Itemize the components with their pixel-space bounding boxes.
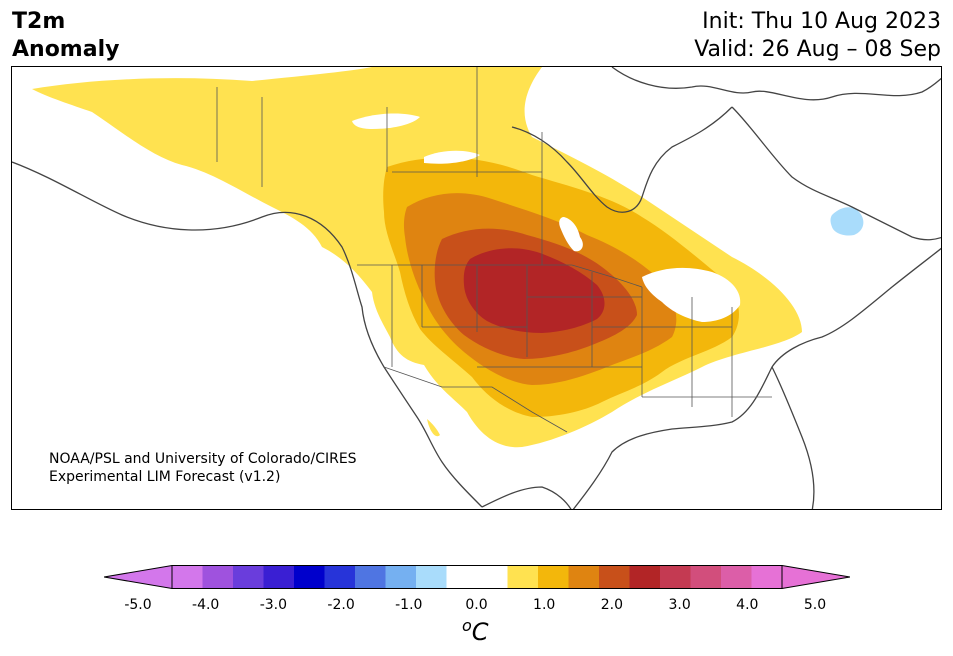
gulf-coastline — [572, 247, 941, 509]
lake-patch-north — [424, 150, 480, 164]
map-title: T2m Anomaly — [12, 8, 119, 64]
colorbar-cell — [721, 565, 752, 589]
colorbar-tick-label: 3.0 — [668, 597, 691, 613]
political-borders — [216, 67, 772, 433]
colorbar-tick-label: -5.0 — [124, 597, 152, 613]
great-lakes-patch — [642, 267, 741, 322]
forecast-dates: Init: Thu 10 Aug 2023 Valid: 26 Aug – 08… — [694, 8, 941, 64]
colorbar-tick-label: 1.0 — [533, 597, 556, 613]
colorbar-outline — [171, 565, 783, 589]
mexico-coast — [481, 486, 572, 509]
init-date: Init: Thu 10 Aug 2023 — [702, 9, 941, 34]
labrador-coast — [731, 106, 941, 241]
colorbar-tick-label: -2.0 — [327, 597, 355, 613]
unit-letter: C — [471, 618, 489, 646]
province-borders — [216, 67, 543, 265]
colorbar-cell — [263, 565, 295, 589]
colorbar-cell — [507, 565, 539, 589]
anomaly-contour-0-5-coast — [427, 419, 440, 437]
unshaded-patches — [352, 113, 741, 322]
colorbar-tick-label: 4.0 — [736, 597, 759, 613]
colorbar-cell — [324, 565, 356, 589]
colorbar-cell — [660, 565, 691, 589]
coastlines — [12, 67, 941, 509]
colorbar-tick-label: 0.0 — [465, 597, 488, 613]
title-variable: T2m — [12, 9, 66, 34]
arctic-islands — [611, 67, 941, 101]
colorbar-cell — [385, 565, 417, 589]
colorbar-cell — [690, 565, 722, 589]
colorbar-tick-label: -1.0 — [395, 597, 423, 613]
colorbar-extend-low — [104, 565, 173, 589]
colorbar-cell — [568, 565, 600, 589]
colorbar-ticks: -5.0 -4.0 -3.0 -2.0 -1.0 0.0 1.0 2.0 3.0 4.0 5.0 — [0, 597, 953, 617]
title-anomaly: Anomaly — [12, 37, 120, 62]
colorbar-cell — [355, 565, 386, 589]
attribution: NOAA/PSL and University of Colorado/CIRE… — [49, 450, 357, 486]
west-coastline — [12, 161, 483, 508]
cool-anomaly-patch — [830, 207, 864, 236]
colorbar-cell — [294, 565, 325, 589]
colorbar-cell — [599, 565, 630, 589]
attribution-line-1: NOAA/PSL and University of Colorado/CIRE… — [49, 451, 357, 467]
anomaly-contour-2-5 — [463, 248, 605, 333]
colorbar-cell — [538, 565, 569, 589]
florida-coast — [771, 366, 815, 509]
colorbar-cell — [751, 565, 783, 589]
great-slave-lake-patch — [352, 113, 420, 129]
state-borders — [391, 265, 772, 417]
attribution-line-2: Experimental LIM Forecast (v1.2) — [49, 469, 281, 485]
colorbar-extend-high — [781, 565, 850, 589]
colorbar-cell — [629, 565, 661, 589]
colorbar-unit: oC — [462, 616, 489, 646]
map-panel: NOAA/PSL and University of Colorado/CIRE… — [11, 66, 942, 510]
hudson-bay-coast — [511, 106, 733, 213]
colorbar-cell — [446, 565, 478, 589]
colorbar — [104, 565, 850, 589]
colorbar-cell — [172, 565, 203, 589]
colorbar-tick-label: 2.0 — [600, 597, 624, 613]
colorbar-cell — [233, 565, 264, 589]
colorbar-tick-label: 5.0 — [803, 597, 827, 613]
valid-range: Valid: 26 Aug – 08 Sep — [694, 37, 941, 62]
colorbar-cell — [416, 565, 447, 589]
colorbar-cell — [202, 565, 234, 589]
lake-winnipeg-patch — [559, 217, 583, 252]
us-mexico-border — [383, 366, 568, 433]
anomaly-map — [12, 67, 941, 509]
colorbar-cell — [477, 565, 508, 589]
colorbar-tick-label: -3.0 — [259, 597, 288, 613]
unit-degree: o — [462, 616, 472, 635]
colorbar-tick-label: -4.0 — [192, 597, 220, 613]
